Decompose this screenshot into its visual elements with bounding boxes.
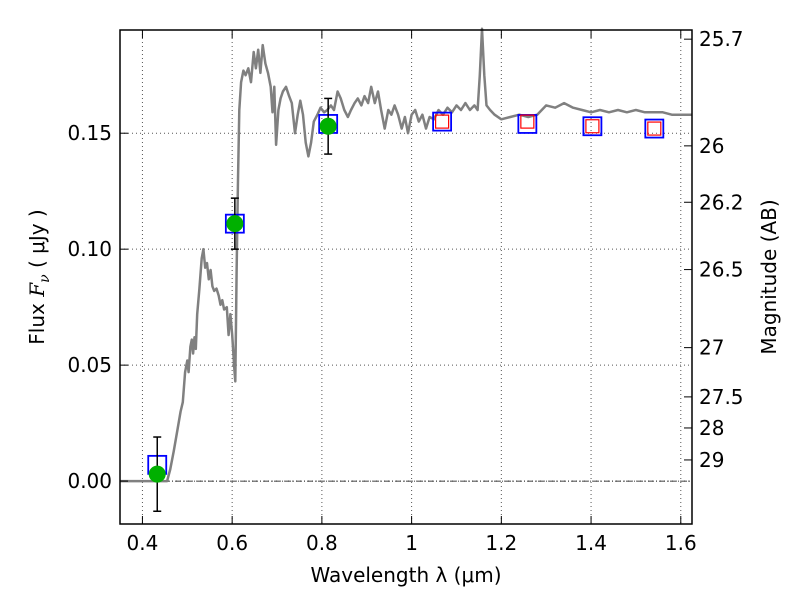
x-tick-label: 0.8 bbox=[306, 531, 338, 555]
magnitude-tick-label: 26.2 bbox=[699, 190, 744, 214]
model-flux-box bbox=[644, 118, 665, 139]
y-tick-label: 0.15 bbox=[67, 121, 112, 145]
x-tick-label: 1.2 bbox=[485, 531, 517, 555]
model-flux-box bbox=[432, 111, 453, 132]
measured-flux-point bbox=[319, 117, 337, 135]
upper-limit-box bbox=[585, 119, 600, 134]
x-tick-label: 1.6 bbox=[665, 531, 697, 555]
magnitude-tick-label: 28 bbox=[699, 416, 724, 440]
plot-frame bbox=[119, 29, 693, 525]
measured-flux-point bbox=[148, 465, 166, 483]
magnitude-tick-label: 26.5 bbox=[699, 258, 744, 282]
magnitude-tick-label: 27 bbox=[699, 336, 724, 360]
axis-ticks: 0.4 0.6 0.8 1 1.2 1.4 1.6 0.00 0.05 0.10 0.15 25.7 2… bbox=[67, 27, 743, 555]
grid-lines bbox=[120, 30, 692, 524]
model-flux-box bbox=[582, 116, 603, 137]
magnitude-tick-label: 25.7 bbox=[699, 27, 744, 51]
template-spectrum-line bbox=[120, 27, 692, 483]
y-axis-label-prefix: Flux bbox=[25, 297, 49, 345]
magnitude-tick-label: 27.5 bbox=[699, 385, 744, 409]
magnitude-axis-label: Magnitude (AB) bbox=[757, 199, 781, 354]
measured-flux-point bbox=[226, 215, 244, 233]
y-tick-label: 0.10 bbox=[67, 237, 112, 261]
x-tick-label: 1.4 bbox=[575, 531, 607, 555]
y-tick-label: 0.00 bbox=[67, 469, 112, 493]
y-axis-label-unit: ( μJy ) bbox=[25, 209, 49, 274]
upper-limit-box bbox=[647, 121, 662, 136]
upper-limit-box bbox=[435, 114, 450, 129]
plot-area bbox=[120, 27, 692, 512]
x-tick-label: 1 bbox=[405, 531, 418, 555]
y-axis-label-symbol: F bbox=[25, 282, 49, 298]
magnitude-tick-label: 29 bbox=[699, 448, 724, 472]
x-tick-label: 0.4 bbox=[127, 531, 159, 555]
x-axis-label: Wavelength λ (μm) bbox=[310, 563, 501, 587]
upper-limit-box bbox=[520, 114, 535, 129]
y-axis-label-subscript: ν bbox=[37, 274, 53, 283]
x-tick-label: 0.6 bbox=[216, 531, 248, 555]
y-axis-label: Flux Fν ( μJy ) bbox=[25, 209, 53, 344]
y-tick-label: 0.05 bbox=[67, 353, 112, 377]
magnitude-tick-label: 26 bbox=[699, 134, 724, 158]
